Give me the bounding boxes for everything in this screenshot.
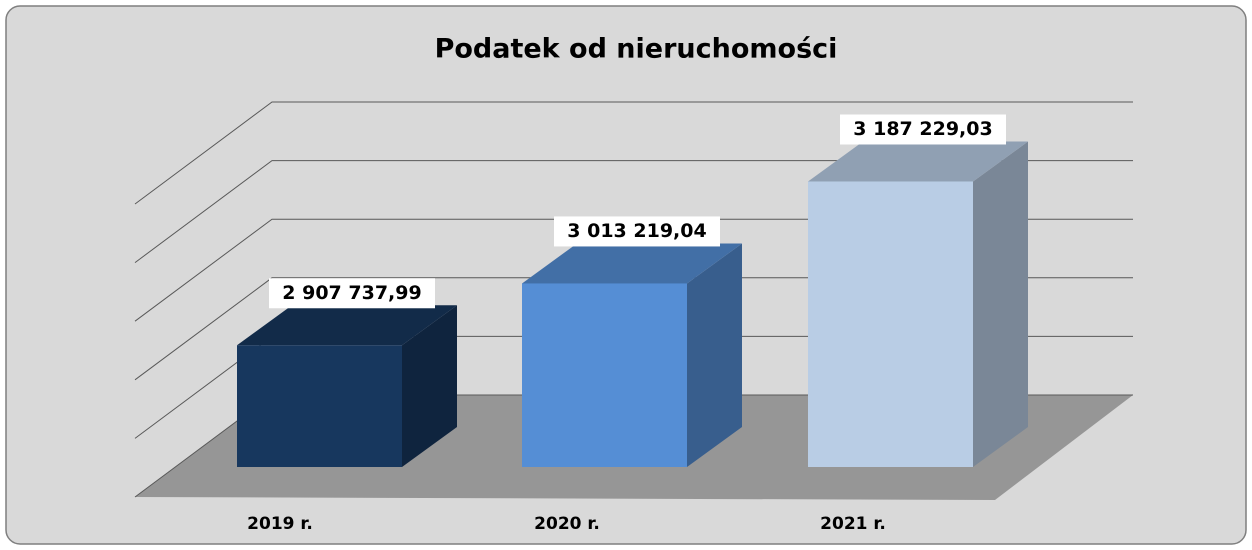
- bar-top: [808, 141, 1028, 182]
- chart-title: Podatek od nieruchomości: [435, 34, 838, 65]
- data-label: 3 013 219,04: [567, 220, 706, 242]
- x-tick-label: 2019 r.: [247, 514, 313, 534]
- data-label-bg: [554, 216, 720, 247]
- bar: [237, 345, 402, 467]
- bar-side: [687, 243, 742, 467]
- data-label: 3 187 229,03: [853, 118, 992, 140]
- bar-side: [973, 141, 1028, 467]
- data-label-bg: [840, 114, 1006, 145]
- data-label: 2 907 737,99: [282, 282, 421, 304]
- bar-side: [402, 305, 457, 467]
- bar-top: [237, 305, 457, 346]
- bar: [522, 283, 687, 467]
- grid-line: [134, 101, 1133, 205]
- x-tick-label: 2020 r.: [534, 514, 600, 534]
- data-label-bg: [269, 278, 435, 309]
- x-tick-label: 2021 r.: [820, 514, 886, 534]
- bar-top: [522, 243, 742, 284]
- bar: [808, 181, 973, 467]
